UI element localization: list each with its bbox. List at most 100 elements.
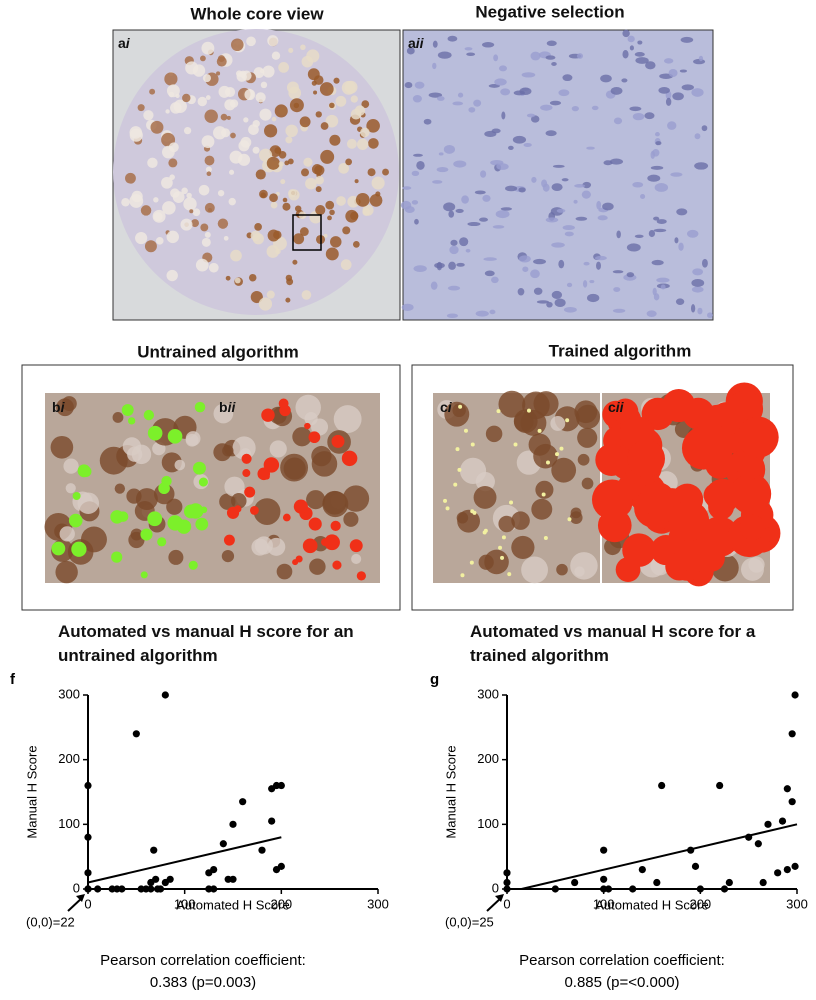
nucleus	[512, 135, 527, 144]
highlight	[469, 560, 474, 565]
point	[84, 781, 92, 790]
tissue-spot	[366, 119, 380, 133]
cell	[498, 515, 515, 533]
highlight	[567, 517, 572, 522]
label: Whole core view	[190, 4, 324, 23]
tissue-spot	[307, 68, 320, 81]
nucleus	[411, 170, 420, 177]
y-tick-label: 300	[58, 686, 80, 701]
point	[687, 846, 695, 854]
tissue-spot	[289, 98, 304, 113]
nucleus	[596, 261, 601, 270]
tissue-spot	[280, 179, 286, 185]
nucleus	[556, 208, 566, 213]
nucleus	[545, 130, 557, 137]
nucleus	[536, 300, 550, 304]
highlight	[739, 514, 766, 541]
highlight	[223, 534, 235, 546]
label: Trained algorithm	[549, 341, 692, 360]
nucleus	[526, 113, 536, 118]
nucleus	[562, 225, 575, 231]
x-axis-label: Automated H Score	[176, 897, 289, 912]
highlight	[543, 535, 548, 540]
nucleus	[650, 150, 655, 159]
nucleus	[489, 309, 496, 315]
nucleus	[651, 259, 664, 266]
tissue-spot	[202, 74, 211, 83]
nucleus	[513, 90, 525, 96]
point	[783, 785, 791, 793]
nucleus	[602, 202, 614, 211]
cell	[283, 457, 306, 480]
highlight	[244, 486, 256, 498]
highlight	[737, 416, 779, 458]
highlight	[627, 439, 665, 478]
highlight	[526, 408, 531, 413]
nucleus	[656, 219, 667, 224]
highlight	[68, 513, 83, 528]
nucleus	[656, 277, 670, 283]
cell	[550, 416, 566, 431]
nucleus	[546, 40, 557, 47]
y-tick-label: 100	[58, 816, 80, 831]
tissue-spot	[354, 179, 359, 184]
tissue-spot	[329, 209, 335, 216]
panel-label: bii	[219, 399, 236, 415]
point	[791, 691, 799, 699]
highlight	[730, 473, 772, 515]
nucleus	[428, 92, 443, 98]
tissue-spot	[369, 194, 383, 207]
nucleus	[648, 229, 656, 238]
nucleus	[551, 62, 557, 66]
tissue-spot	[273, 230, 282, 240]
nucleus	[437, 96, 445, 101]
cell	[740, 557, 764, 581]
nucleus	[680, 36, 694, 43]
cell	[577, 427, 598, 448]
tissue-spot	[205, 166, 212, 173]
tissue-spot	[186, 192, 192, 199]
cell	[131, 444, 152, 465]
tissue-spot	[315, 175, 324, 185]
tissue-spot	[137, 104, 145, 112]
nucleus	[401, 303, 414, 311]
nucleus	[490, 159, 504, 166]
point	[229, 875, 237, 883]
highlight	[541, 492, 546, 497]
tissue-spot	[368, 138, 379, 149]
tissue-spot	[301, 55, 314, 68]
tissue-spot	[183, 197, 197, 211]
cell	[478, 554, 494, 570]
tissue-spot	[352, 241, 360, 248]
point	[604, 885, 613, 893]
cell	[168, 549, 184, 565]
nucleus	[597, 215, 608, 221]
cell	[551, 457, 577, 483]
cell	[128, 531, 145, 549]
nucleus	[668, 68, 678, 78]
nucleus	[453, 160, 467, 168]
nucleus	[456, 262, 465, 267]
tissue-spot	[371, 176, 385, 190]
point	[691, 862, 700, 870]
point	[147, 885, 155, 893]
tissue-spot	[254, 223, 262, 231]
nucleus	[571, 106, 579, 112]
highlight	[668, 500, 710, 542]
nucleus	[482, 42, 495, 48]
highlight	[187, 503, 204, 519]
nucleus	[645, 61, 656, 70]
x-tick-label: 300	[786, 896, 808, 911]
nucleus	[530, 269, 540, 279]
tissue-spot	[204, 155, 215, 166]
cell	[292, 427, 312, 447]
nucleus	[450, 239, 458, 246]
tissue-spot	[206, 171, 212, 177]
point	[161, 691, 169, 699]
nucleus	[687, 229, 699, 238]
cell	[498, 390, 526, 418]
arrow-head	[495, 894, 504, 902]
nucleus	[449, 245, 459, 255]
tissue-spot	[129, 194, 144, 208]
